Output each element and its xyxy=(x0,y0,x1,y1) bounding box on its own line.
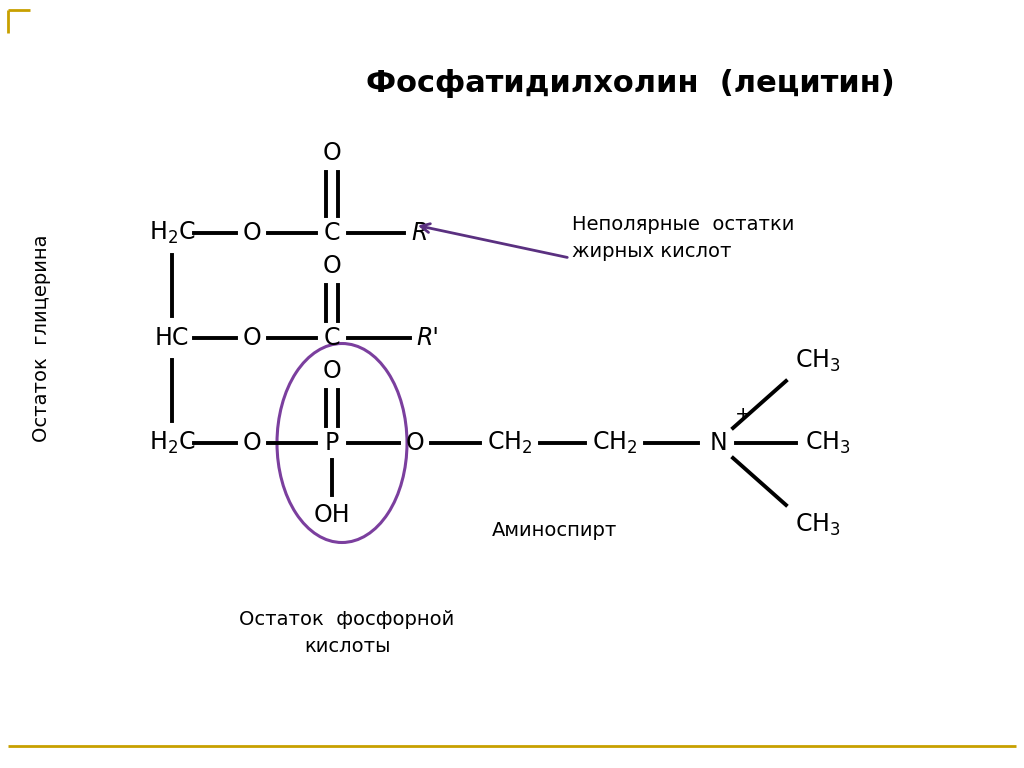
Text: OH: OH xyxy=(313,503,350,527)
Text: CH$_3$: CH$_3$ xyxy=(805,430,851,456)
Text: R: R xyxy=(412,221,428,245)
Text: O: O xyxy=(243,326,261,350)
Text: CH$_2$: CH$_2$ xyxy=(487,430,532,456)
Text: Фосфатидилхолин  (лецитин): Фосфатидилхолин (лецитин) xyxy=(366,68,894,98)
Text: C: C xyxy=(324,221,340,245)
Text: P: P xyxy=(325,431,339,455)
Text: Аминоспирт: Аминоспирт xyxy=(493,521,617,539)
Text: HC: HC xyxy=(155,326,189,350)
Text: Остаток  фосфорной
кислоты: Остаток фосфорной кислоты xyxy=(240,611,455,656)
Text: R': R' xyxy=(417,326,439,350)
Text: O: O xyxy=(323,359,341,383)
Text: O: O xyxy=(323,141,341,165)
Text: CH$_3$: CH$_3$ xyxy=(796,348,841,374)
Text: CH$_3$: CH$_3$ xyxy=(796,512,841,538)
Text: N: N xyxy=(710,431,727,455)
Text: H$_2$C: H$_2$C xyxy=(148,220,196,246)
Text: +: + xyxy=(735,406,752,425)
Text: CH$_2$: CH$_2$ xyxy=(592,430,638,456)
Text: C: C xyxy=(324,326,340,350)
Text: O: O xyxy=(243,221,261,245)
Text: Неполярные  остатки
жирных кислот: Неполярные остатки жирных кислот xyxy=(572,215,795,261)
Text: O: O xyxy=(323,254,341,278)
Text: O: O xyxy=(243,431,261,455)
Text: H$_2$C: H$_2$C xyxy=(148,430,196,456)
Text: Остаток  глицерина: Остаток глицерина xyxy=(33,234,51,442)
Text: O: O xyxy=(406,431,424,455)
